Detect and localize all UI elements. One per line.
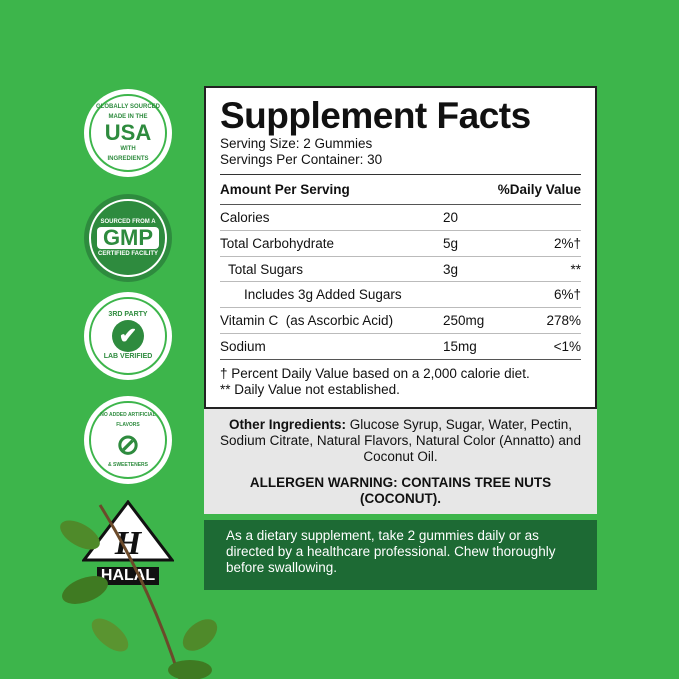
nutrient-name: Total Sugars xyxy=(228,261,304,277)
nutrient-amount: 250mg xyxy=(443,313,485,329)
made-in-usa-badge: GLOBALLY SOURCED MADE IN THE USA WITH IN… xyxy=(84,89,172,177)
ingredients-box: Other Ingredients: Glucose Syrup, Sugar,… xyxy=(204,409,597,514)
badge-top-text: GLOBALLY SOURCED xyxy=(95,104,160,110)
badge-top-text: SOURCED FROM A xyxy=(100,219,156,225)
nutrient-row: Sodium 15mg <1% xyxy=(220,334,581,360)
dropper-icon: ⊘ xyxy=(116,429,140,460)
header-amount: Amount Per Serving xyxy=(220,182,350,197)
nutrient-name: Calories xyxy=(220,210,270,225)
badge-bottom-text: & SWEETENERS xyxy=(107,462,148,468)
badge-small-text: WITH xyxy=(120,146,136,152)
supplement-facts-panel: Supplement Facts Serving Size: 2 Gummies… xyxy=(204,86,597,409)
nutrient-row: Total Sugars 3g ** xyxy=(220,257,581,283)
nutrient-amount: 3g xyxy=(443,261,459,277)
ingredients-label: Other Ingredients: xyxy=(228,417,346,432)
gmp-badge: SOURCED FROM A GMP CERTIFIED FACILITY xyxy=(84,194,172,282)
nutrient-name: Total Carbohydrate xyxy=(220,235,335,251)
badge-bottom-text: LAB VERIFIED xyxy=(103,353,153,360)
ingredients-list: Glucose Syrup, Sugar, Water, Pectin, Sod… xyxy=(220,417,581,464)
badge-main-text: GMP xyxy=(96,227,160,249)
facts-title: Supplement Facts xyxy=(220,95,531,136)
nutrient-daily-value: 278% xyxy=(546,313,581,329)
facts-header-row: Amount Per Serving %Daily Value xyxy=(220,175,581,205)
nutrient-daily-value: 2%† xyxy=(553,235,581,251)
nutrient-row: Includes 3g Added Sugars 6%† xyxy=(220,282,581,309)
footnote-dagger: † Percent Daily Value based on a 2,000 c… xyxy=(220,365,530,381)
nutrient-row: Vitamin C (as Ascorbic Acid) 250mg 278% xyxy=(220,308,581,334)
footnote-asterisk: ** Daily Value not established. xyxy=(220,381,400,397)
checkmark-icon: ✔ xyxy=(112,320,144,352)
badge-top-text: NO ADDED ARTIFICIAL FLAVORS xyxy=(100,412,156,428)
lab-verified-badge: 3RD PARTY ✔ LAB VERIFIED xyxy=(84,292,172,380)
nutrient-daily-value: ** xyxy=(570,261,581,277)
no-artificial-badge: NO ADDED ARTIFICIAL FLAVORS ⊘ & SWEETENE… xyxy=(84,396,172,484)
badge-top-text: 3RD PARTY xyxy=(108,311,148,318)
badge-small-text: MADE IN THE xyxy=(108,114,148,120)
servings-per-container: Servings Per Container: 30 xyxy=(220,152,383,167)
nutrient-name: Sodium xyxy=(220,338,266,354)
nutrient-row: Total Carbohydrate 5g 2%† xyxy=(220,231,581,257)
nutrient-daily-value: <1% xyxy=(553,338,581,354)
nutrient-name: Includes 3g Added Sugars xyxy=(244,287,402,303)
leaves-illustration xyxy=(60,504,218,679)
directions-text: As a dietary supplement, take 2 gummies … xyxy=(226,528,556,575)
nutrient-row: Calories 20 xyxy=(220,205,581,231)
header-daily-value: %Daily Value xyxy=(497,182,581,197)
badge-main-text: USA xyxy=(104,120,152,145)
badge-bottom-text: INGREDIENTS xyxy=(107,156,149,162)
nutrient-amount: 20 xyxy=(443,210,459,225)
nutrient-amount: 5g xyxy=(443,235,459,251)
serving-size: Serving Size: 2 Gummies xyxy=(220,136,373,151)
allergen-warning: ALLERGEN WARNING: CONTAINS TREE NUTS (CO… xyxy=(249,475,552,506)
nutrient-name: Vitamin C (as Ascorbic Acid) xyxy=(220,313,394,329)
ingredients-text: Other Ingredients: Glucose Syrup, Sugar,… xyxy=(214,417,587,465)
directions-box: As a dietary supplement, take 2 gummies … xyxy=(204,520,597,590)
nutrient-daily-value: 6%† xyxy=(553,287,581,303)
badge-bottom-text: CERTIFIED FACILITY xyxy=(98,251,158,257)
nutrient-amount: 15mg xyxy=(443,338,477,354)
